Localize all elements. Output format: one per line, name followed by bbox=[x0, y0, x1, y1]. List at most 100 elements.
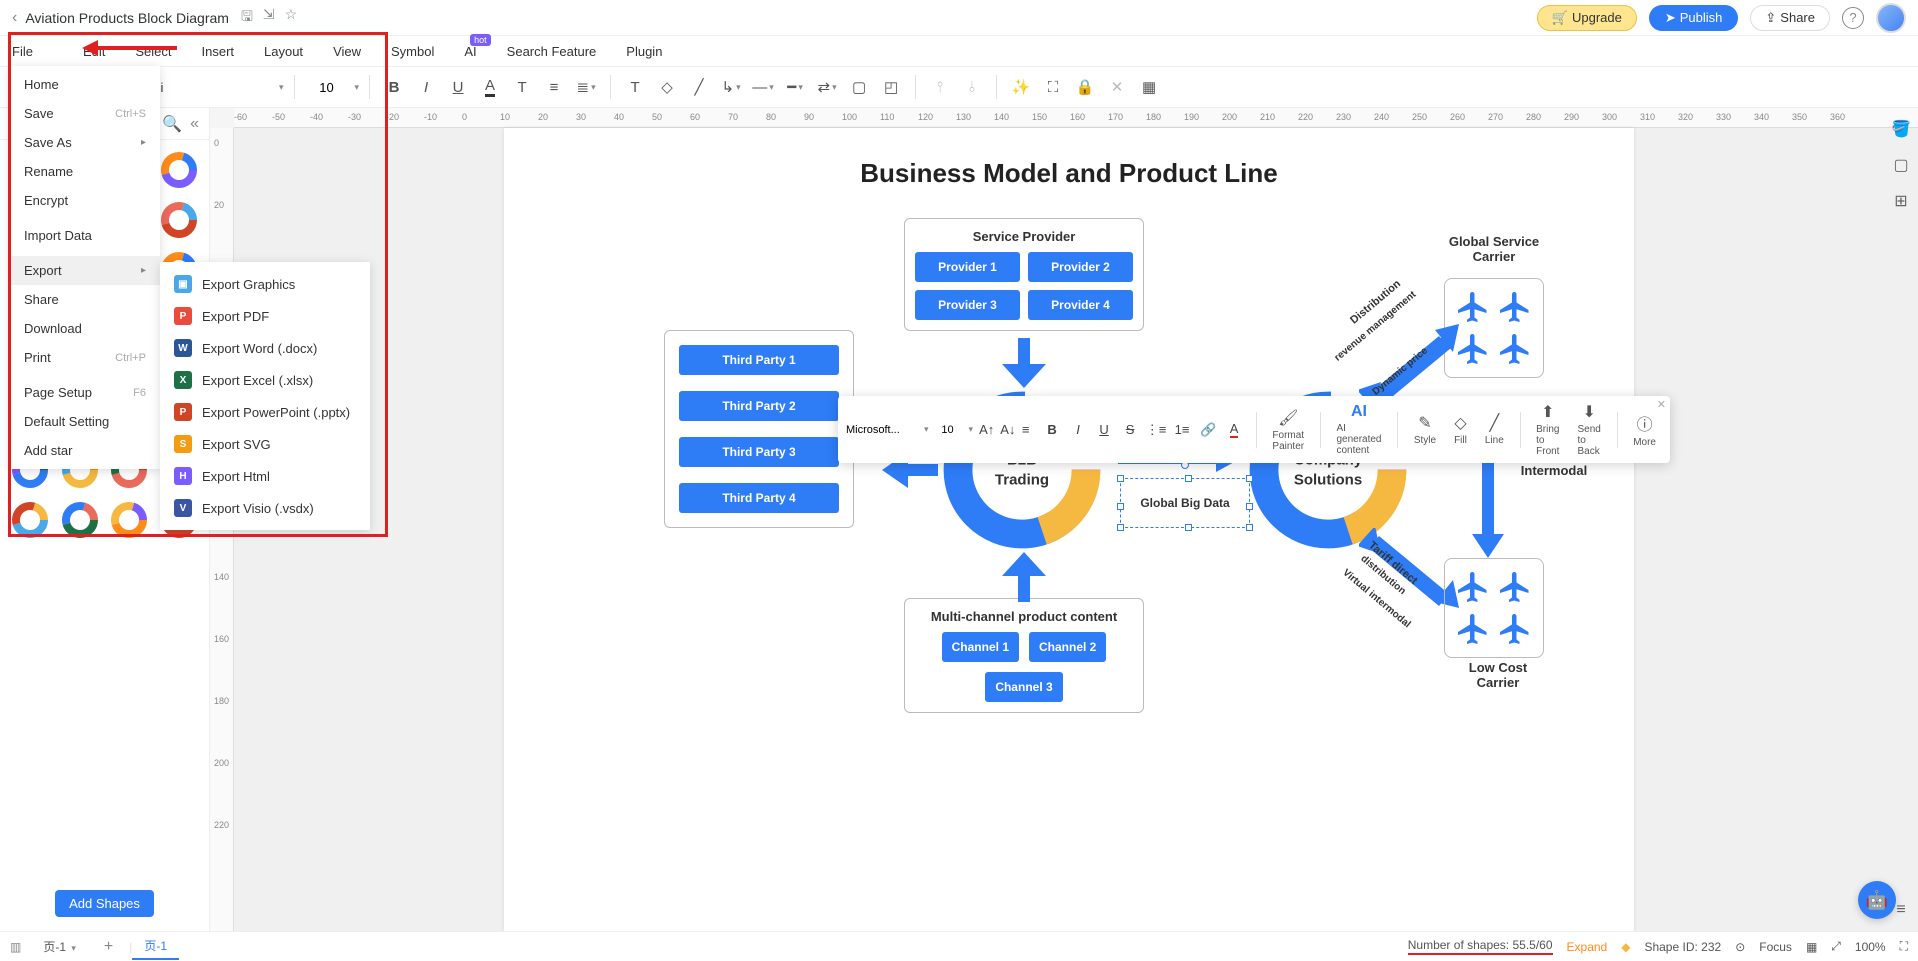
export-quick-icon[interactable]: ⇲ bbox=[263, 6, 275, 30]
low-cost-box[interactable] bbox=[1444, 558, 1544, 658]
align-icon[interactable]: ≡ bbox=[1021, 418, 1030, 442]
doc-title[interactable]: Aviation Products Block Diagram bbox=[25, 10, 229, 26]
back-icon[interactable]: ‹ bbox=[12, 9, 17, 27]
fill-button[interactable]: ◇Fill bbox=[1448, 411, 1473, 448]
font-color-icon[interactable]: A bbox=[1222, 418, 1246, 442]
share-button[interactable]: ⇪Share bbox=[1750, 5, 1830, 31]
file-menu-encrypt[interactable]: Encrypt bbox=[10, 186, 160, 215]
panel-icon[interactable]: ▢ bbox=[1890, 154, 1912, 176]
bullet-icon[interactable]: ⋮≡ bbox=[1144, 418, 1168, 442]
underline-icon[interactable]: U bbox=[444, 73, 472, 101]
add-shapes-button[interactable]: Add Shapes bbox=[55, 890, 154, 917]
add-page-icon[interactable]: + bbox=[104, 938, 113, 956]
menu-layout[interactable]: Layout bbox=[264, 44, 303, 59]
font-color-icon[interactable]: A bbox=[476, 73, 504, 101]
file-menu-export[interactable]: Export▸ bbox=[10, 256, 160, 285]
file-menu-import[interactable]: Import Data bbox=[10, 221, 160, 250]
expand-link[interactable]: Expand bbox=[1567, 940, 1608, 954]
export-html[interactable]: HExport Html bbox=[160, 460, 370, 492]
file-menu-addstar[interactable]: Add star bbox=[10, 436, 160, 465]
text-insert-icon[interactable]: T bbox=[621, 73, 649, 101]
service-provider-box[interactable]: Service Provider Provider 1 Provider 2 P… bbox=[904, 218, 1144, 331]
line-color-icon[interactable]: ╱ bbox=[685, 73, 713, 101]
multi-channel-box[interactable]: Multi-channel product content Channel 1 … bbox=[904, 598, 1144, 713]
provider-3[interactable]: Provider 3 bbox=[915, 290, 1020, 320]
provider-2[interactable]: Provider 2 bbox=[1028, 252, 1133, 282]
text-tool-icon[interactable]: T bbox=[508, 73, 536, 101]
menu-view[interactable]: View bbox=[333, 44, 361, 59]
align-h-icon[interactable]: ⫰ bbox=[958, 73, 986, 101]
line-weight-icon[interactable]: ━▾ bbox=[781, 73, 809, 101]
shape-thumbnail[interactable] bbox=[8, 498, 52, 542]
shape-thumbnail[interactable] bbox=[58, 498, 102, 542]
font-size-input[interactable] bbox=[305, 80, 349, 95]
publish-button[interactable]: ➤Publish bbox=[1649, 5, 1739, 31]
italic-icon[interactable]: I bbox=[1066, 418, 1090, 442]
line-style-icon[interactable]: —▾ bbox=[749, 73, 777, 101]
ctx-font-select[interactable] bbox=[846, 424, 916, 436]
help-icon[interactable]: ? bbox=[1842, 7, 1864, 29]
shape-thumbnail[interactable] bbox=[157, 198, 201, 242]
style-button[interactable]: ✎Style bbox=[1408, 411, 1442, 448]
arrow-style-icon[interactable]: ⇄▾ bbox=[813, 73, 841, 101]
file-menu-pagesetup[interactable]: Page SetupF6 bbox=[10, 378, 160, 407]
file-menu-default[interactable]: Default Setting bbox=[10, 407, 160, 436]
paint-bucket-icon[interactable]: 🪣 bbox=[1890, 118, 1912, 140]
focus-target-icon[interactable]: ⊙ bbox=[1735, 940, 1745, 954]
menu-edit[interactable]: Edit bbox=[83, 44, 105, 59]
number-icon[interactable]: 1≡ bbox=[1170, 418, 1194, 442]
third-party-3[interactable]: Third Party 3 bbox=[679, 437, 839, 467]
minimap-icon[interactable]: ▦ bbox=[1806, 940, 1817, 954]
menu-search-feature[interactable]: Search Feature bbox=[507, 44, 597, 59]
strike-icon[interactable]: S bbox=[1118, 418, 1142, 442]
third-party-box[interactable]: Third Party 1 Third Party 2 Third Party … bbox=[664, 330, 854, 528]
chevron-down-icon[interactable]: ▾ bbox=[279, 82, 284, 93]
italic-icon[interactable]: I bbox=[412, 73, 440, 101]
canvas[interactable]: Business Model and Product Line Service … bbox=[234, 128, 1918, 931]
shape2-icon[interactable]: ◰ bbox=[877, 73, 905, 101]
ctx-size-input[interactable] bbox=[935, 424, 961, 436]
lock-icon[interactable]: 🔒 bbox=[1071, 73, 1099, 101]
bring-front-button[interactable]: ⬆Bring to Front bbox=[1530, 400, 1565, 459]
format-painter-button[interactable]: 🖌Format Painter bbox=[1266, 406, 1310, 454]
export-excel[interactable]: XExport Excel (.xlsx) bbox=[160, 364, 370, 396]
connector-icon[interactable]: ↳▾ bbox=[717, 73, 745, 101]
file-menu-download[interactable]: Download bbox=[10, 314, 160, 343]
fullscreen-icon[interactable]: ⛶ bbox=[1900, 939, 1908, 954]
font-decrease-icon[interactable]: A↓ bbox=[1000, 418, 1015, 442]
align-v-icon[interactable]: ⫯ bbox=[926, 73, 954, 101]
star-icon[interactable]: ☆ bbox=[285, 6, 298, 30]
grid-icon[interactable]: ⊞ bbox=[1890, 190, 1912, 212]
bold-icon[interactable]: B bbox=[380, 73, 408, 101]
more-button[interactable]: ⓘMore bbox=[1627, 409, 1662, 450]
shape-thumbnail[interactable] bbox=[108, 498, 152, 542]
underline-icon[interactable]: U bbox=[1092, 418, 1116, 442]
file-menu-home[interactable]: Home bbox=[10, 70, 160, 99]
export-visio[interactable]: VExport Visio (.vsdx) bbox=[160, 492, 370, 524]
align-left-icon[interactable]: ≡ bbox=[540, 73, 568, 101]
export-pdf[interactable]: PExport PDF bbox=[160, 300, 370, 332]
export-word[interactable]: WExport Word (.docx) bbox=[160, 332, 370, 364]
upgrade-button[interactable]: 🛒Upgrade bbox=[1537, 5, 1637, 31]
provider-4[interactable]: Provider 4 bbox=[1028, 290, 1133, 320]
ai-button[interactable]: AIAI generated content bbox=[1330, 401, 1387, 458]
global-service-box[interactable] bbox=[1444, 278, 1544, 378]
chevron-down-icon[interactable]: ▾ bbox=[355, 82, 360, 93]
fill-icon[interactable]: ◇ bbox=[653, 73, 681, 101]
bold-icon[interactable]: B bbox=[1040, 418, 1064, 442]
menu-file[interactable]: File bbox=[12, 44, 33, 59]
third-party-4[interactable]: Third Party 4 bbox=[679, 483, 839, 513]
menu-insert[interactable]: Insert bbox=[202, 44, 235, 59]
send-back-button[interactable]: ⬇Send to Back bbox=[1571, 400, 1606, 459]
export-svg[interactable]: SExport SVG bbox=[160, 428, 370, 460]
provider-1[interactable]: Provider 1 bbox=[915, 252, 1020, 282]
save-icon[interactable]: 🖫 bbox=[241, 6, 253, 30]
link-icon[interactable]: 🔗 bbox=[1196, 418, 1220, 442]
crop-icon[interactable]: ⛶ bbox=[1039, 73, 1067, 101]
page[interactable]: Business Model and Product Line Service … bbox=[504, 128, 1634, 931]
file-menu-save[interactable]: SaveCtrl+S bbox=[10, 99, 160, 128]
menu-symbol[interactable]: Symbol bbox=[391, 44, 434, 59]
align-dist-icon[interactable]: ≣▾ bbox=[572, 73, 600, 101]
channel-3[interactable]: Channel 3 bbox=[985, 672, 1062, 702]
page-tab-active[interactable]: 页-1 bbox=[132, 933, 179, 960]
